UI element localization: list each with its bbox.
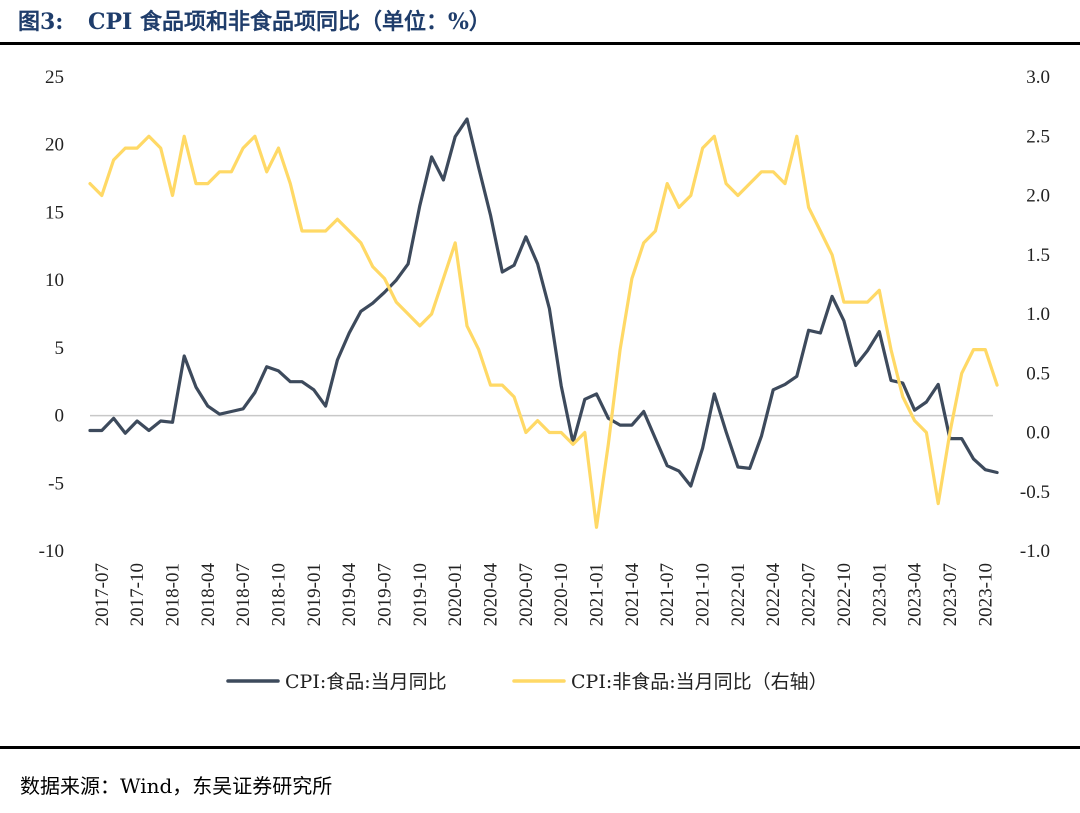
y-left-tick-label: 20 xyxy=(45,135,64,156)
x-tick-label: 2022-07 xyxy=(799,563,820,626)
source-note: 数据来源：Wind，东吴证券研究所 xyxy=(20,774,333,798)
x-tick-label: 2020-10 xyxy=(551,563,572,626)
series-line-food xyxy=(88,117,999,488)
line-chart: 25 20 15 10 5 0 -5 -10 3.0 2.5 2.0 1.5 1.0 0.5 0.0 -0.5… xyxy=(39,67,1050,693)
y-left-tick-label: 10 xyxy=(45,270,64,291)
y-right-tick-label: 2.0 xyxy=(1026,186,1050,207)
x-tick-label: 2017-10 xyxy=(127,563,148,626)
x-tick-label: 2022-10 xyxy=(834,563,855,626)
y-left-tick-label: 25 xyxy=(45,67,64,88)
x-tick-label: 2023-01 xyxy=(869,563,890,626)
y-left-tick-label: 15 xyxy=(45,202,64,223)
x-tick-label: 2022-01 xyxy=(728,563,749,626)
y-right-tick-label: 1.5 xyxy=(1026,245,1050,266)
y-right-tick-label: 0.5 xyxy=(1026,363,1050,384)
x-tick-label: 2021-10 xyxy=(693,563,714,626)
x-tick-label: 2018-01 xyxy=(162,563,183,626)
legend-nonfood-label: CPI:非食品:当月同比（右轴） xyxy=(571,671,828,693)
x-tick-label: 2017-07 xyxy=(92,563,113,626)
x-tick-label: 2023-07 xyxy=(940,563,961,626)
x-tick-label: 2021-01 xyxy=(587,563,608,626)
series-line-nonfood xyxy=(88,134,999,529)
x-tick-label: 2019-10 xyxy=(410,563,431,626)
y-right-tick-label: 3.0 xyxy=(1026,67,1050,88)
x-tick-label: 2018-07 xyxy=(233,563,254,626)
x-tick-label: 2019-04 xyxy=(339,563,360,627)
x-tick-label: 2020-07 xyxy=(516,563,537,626)
y-right-tick-label: 1.0 xyxy=(1026,304,1050,325)
y-right-tick-label: -0.5 xyxy=(1020,482,1050,503)
figure-title: CPI 食品项和非食品项同比（单位：%） xyxy=(88,9,491,35)
top-rule xyxy=(0,42,1080,45)
x-tick-label: 2019-01 xyxy=(304,563,325,626)
figure-label: 图3: xyxy=(18,9,64,35)
bottom-rule xyxy=(0,746,1080,749)
y-left-tick-label: -10 xyxy=(39,541,64,562)
x-tick-label: 2023-04 xyxy=(905,563,926,627)
y-right-tick-label: 2.5 xyxy=(1026,126,1050,147)
y-left-tick-label: -5 xyxy=(48,473,64,494)
figure-title-bar: 图3: CPI 食品项和非食品项同比（单位：%） xyxy=(18,2,1078,38)
x-tick-label: 2018-04 xyxy=(198,563,219,627)
x-tick-label: 2018-10 xyxy=(268,563,289,626)
y-right-tick-label: -1.0 xyxy=(1020,541,1050,562)
y-right-tick-label: 0.0 xyxy=(1026,423,1050,444)
x-tick-label: 2021-04 xyxy=(622,563,643,627)
x-tick-label: 2023-10 xyxy=(975,563,996,626)
x-tick-label: 2021-07 xyxy=(657,563,678,626)
x-tick-label: 2019-07 xyxy=(375,563,396,626)
y-left-tick-label: 5 xyxy=(55,338,65,359)
y-left-tick-label: 0 xyxy=(55,406,65,427)
legend-food-label: CPI:食品:当月同比 xyxy=(285,671,447,693)
x-tick-label: 2022-04 xyxy=(763,563,784,627)
x-tick-label: 2020-01 xyxy=(445,563,466,626)
x-tick-label: 2020-04 xyxy=(481,563,502,627)
